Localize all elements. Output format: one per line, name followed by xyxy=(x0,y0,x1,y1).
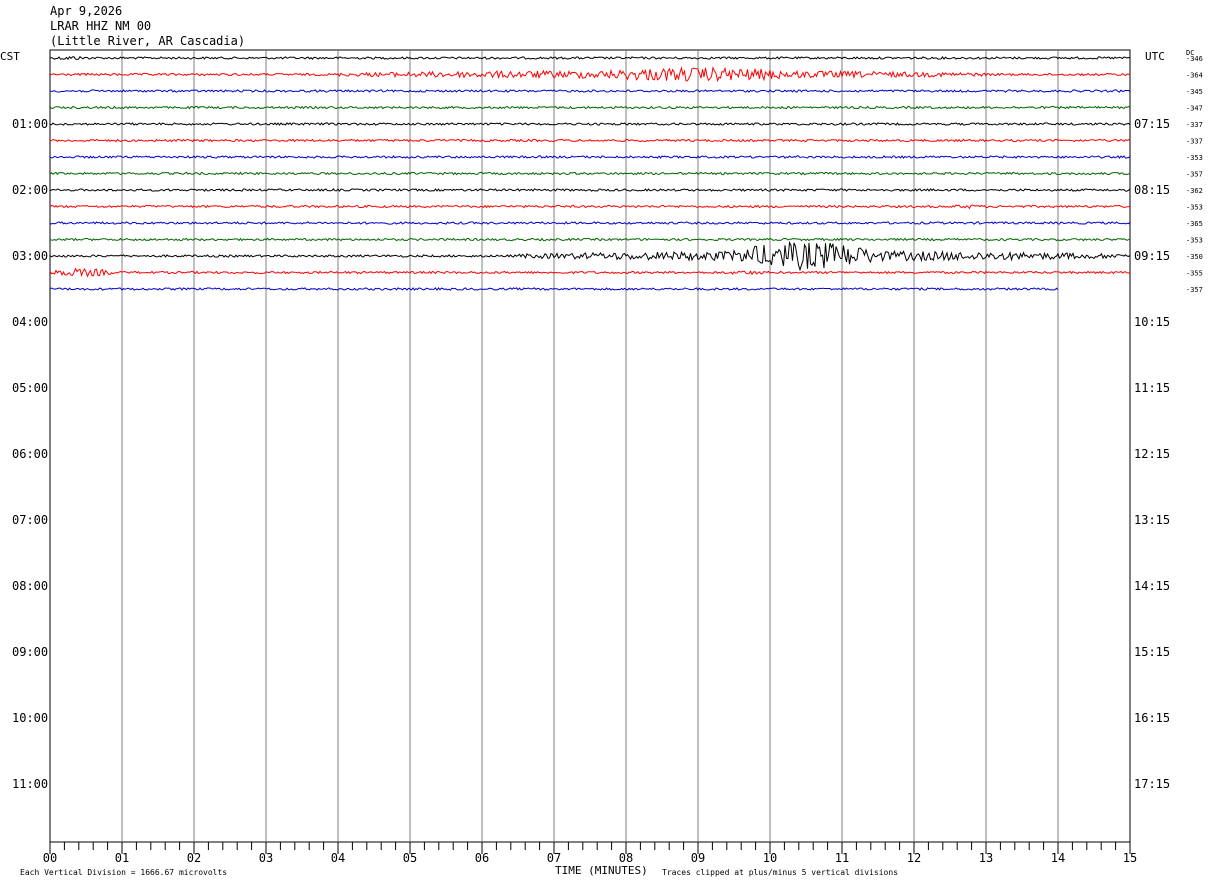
trace-row xyxy=(49,240,1131,272)
x-tick-label: 10 xyxy=(763,851,777,865)
right-hour-label: 12:15 xyxy=(1134,447,1170,461)
dc-offset-value: -353 xyxy=(1186,237,1203,245)
clip-note: Traces clipped at plus/minus 5 vertical … xyxy=(662,868,899,877)
dc-offset-value: -365 xyxy=(1186,220,1203,228)
dc-offset-value: -347 xyxy=(1186,105,1203,113)
dc-offset-label: DC xyxy=(1186,49,1195,57)
left-hour-label: 03:00 xyxy=(12,249,48,263)
x-tick-label: 05 xyxy=(403,851,417,865)
trace-row xyxy=(49,155,1131,159)
x-tick-label: 02 xyxy=(187,851,201,865)
dc-offset-value: -337 xyxy=(1186,121,1203,129)
right-timezone-label: UTC xyxy=(1145,50,1165,63)
plot-date: Apr 9,2026 xyxy=(50,4,123,18)
x-tick-label: 09 xyxy=(691,851,705,865)
x-tick-label: 00 xyxy=(43,851,57,865)
trace-row xyxy=(49,55,1131,61)
right-hour-label: 08:15 xyxy=(1134,183,1170,197)
left-hour-label: 09:00 xyxy=(12,645,48,659)
right-hour-label: 10:15 xyxy=(1134,315,1170,329)
right-hour-label: 13:15 xyxy=(1134,513,1170,527)
dc-offset-value: -357 xyxy=(1186,171,1203,179)
x-tick-label: 14 xyxy=(1051,851,1065,865)
dc-offset-value: -357 xyxy=(1186,286,1203,294)
trace-row xyxy=(49,204,1131,210)
dc-offset-value: -353 xyxy=(1186,204,1203,212)
trace-row xyxy=(49,171,1131,176)
left-hour-label: 07:00 xyxy=(12,513,48,527)
right-hour-label: 07:15 xyxy=(1134,117,1170,131)
dc-offset-value: -337 xyxy=(1186,138,1203,146)
trace-row xyxy=(49,89,1131,93)
trace-row xyxy=(49,237,1131,242)
plot-frame xyxy=(49,49,1131,843)
left-hour-label: 11:00 xyxy=(12,777,48,791)
station-code: LRAR HHZ NM 00 xyxy=(50,19,152,33)
left-hour-label: 04:00 xyxy=(12,315,48,329)
right-hour-label: 14:15 xyxy=(1134,579,1170,593)
x-tick-label: 08 xyxy=(619,851,633,865)
dc-offset-value: -362 xyxy=(1186,187,1203,195)
x-tick-label: 11 xyxy=(835,851,849,865)
x-tick-label: 13 xyxy=(979,851,993,865)
left-hour-label: 02:00 xyxy=(12,183,48,197)
left-hour-label: 06:00 xyxy=(12,447,48,461)
left-hour-label: 10:00 xyxy=(12,711,48,725)
x-tick-label: 15 xyxy=(1123,851,1137,865)
trace-row xyxy=(49,287,1059,291)
station-location: (Little River, AR Cascadia) xyxy=(50,34,246,48)
right-hour-label: 09:15 xyxy=(1134,249,1170,263)
x-tick-label: 01 xyxy=(115,851,129,865)
trace-row xyxy=(49,66,1131,83)
trace-row xyxy=(49,267,1131,278)
left-hour-label: 05:00 xyxy=(12,381,48,395)
trace-row xyxy=(49,138,1131,143)
right-hour-label: 11:15 xyxy=(1134,381,1170,395)
dc-offset-value: -346 xyxy=(1186,55,1203,63)
trace-row xyxy=(49,122,1131,126)
x-axis-title: TIME (MINUTES) xyxy=(555,864,648,877)
x-tick-label: 12 xyxy=(907,851,921,865)
left-hour-label: 01:00 xyxy=(12,117,48,131)
dc-offset-value: -364 xyxy=(1186,72,1203,80)
x-tick-label: 07 xyxy=(547,851,561,865)
dc-offset-value: -353 xyxy=(1186,154,1203,162)
scale-note: Each Vertical Division = 1666.67 microvo… xyxy=(20,868,228,877)
left-timezone-label: CST xyxy=(0,50,20,63)
x-tick-label: 04 xyxy=(331,851,345,865)
left-hour-label: 08:00 xyxy=(12,579,48,593)
trace-row xyxy=(49,188,1131,192)
dc-offset-value: -345 xyxy=(1186,88,1203,96)
right-hour-label: 15:15 xyxy=(1134,645,1170,659)
x-tick-label: 03 xyxy=(259,851,273,865)
trace-row xyxy=(49,221,1131,225)
x-tick-label: 06 xyxy=(475,851,489,865)
dc-offset-value: -350 xyxy=(1186,253,1203,261)
dc-offset-value: -355 xyxy=(1186,270,1203,278)
trace-row xyxy=(49,105,1131,110)
right-hour-label: 17:15 xyxy=(1134,777,1170,791)
right-hour-label: 16:15 xyxy=(1134,711,1170,725)
